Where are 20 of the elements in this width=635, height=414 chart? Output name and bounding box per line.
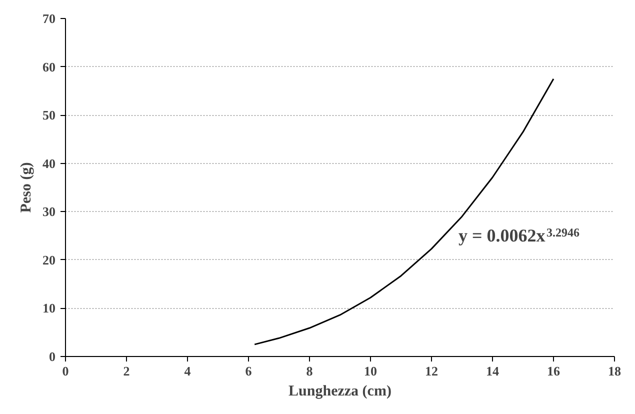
x-axis-title: Lunghezza (cm) xyxy=(288,384,392,400)
x-tick-label: 12 xyxy=(425,364,438,378)
x-tick-label: 6 xyxy=(245,364,252,378)
y-tick-label: 50 xyxy=(42,108,56,123)
x-tick-label: 18 xyxy=(608,364,622,378)
y-tick-label: 20 xyxy=(42,252,56,268)
y-tick-label: 60 xyxy=(42,59,56,74)
x-tick-label: 0 xyxy=(62,364,69,378)
x-tick-label: 16 xyxy=(547,364,560,378)
y-axis-title: Peso (g) xyxy=(18,162,34,213)
x-tick-label: 14 xyxy=(486,364,500,378)
y-tick-label: 30 xyxy=(42,204,56,220)
x-tick-label: 4 xyxy=(184,364,192,378)
y-tick-label: 10 xyxy=(42,300,56,316)
x-tick-label: 10 xyxy=(364,364,377,378)
y-tick-label: 40 xyxy=(42,156,56,171)
y-tick-label: 0 xyxy=(49,349,56,364)
y-tick-label: 70 xyxy=(42,11,56,26)
x-tick-label: 8 xyxy=(306,364,314,378)
x-tick-label: 2 xyxy=(123,364,130,378)
